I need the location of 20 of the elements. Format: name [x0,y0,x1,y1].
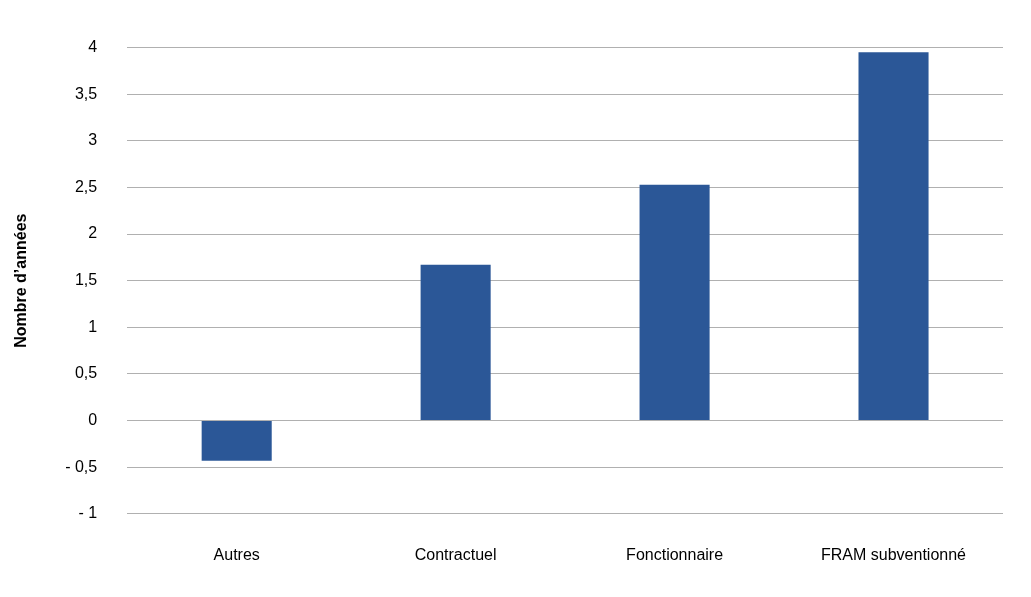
x-tick-label: Autres [213,545,260,563]
x-tick-label: Fonctionnaire [626,545,724,563]
y-tick-label: - 1 [78,504,98,522]
y-tick-label: 2,5 [74,177,98,195]
bar [858,52,929,421]
bar [201,421,272,461]
bar [639,184,710,421]
y-tick-label: 0,5 [74,364,98,382]
y-tick-label: 3 [88,131,98,149]
bar [420,264,491,421]
y-tick-label: - 0,5 [65,457,98,475]
x-tick-label: FRAM subventionné [821,545,967,563]
y-tick-label: 3,5 [74,84,98,102]
y-tick-label: 4 [88,38,98,56]
y-tick-label: 2 [88,224,98,242]
y-tick-label: 1,5 [74,271,98,289]
x-tick-label: Contractuel [414,545,497,563]
y-tick-label: 1 [88,317,98,335]
y-tick-label: 0 [88,410,98,428]
y-axis-title: Nombre d’années [12,213,30,348]
